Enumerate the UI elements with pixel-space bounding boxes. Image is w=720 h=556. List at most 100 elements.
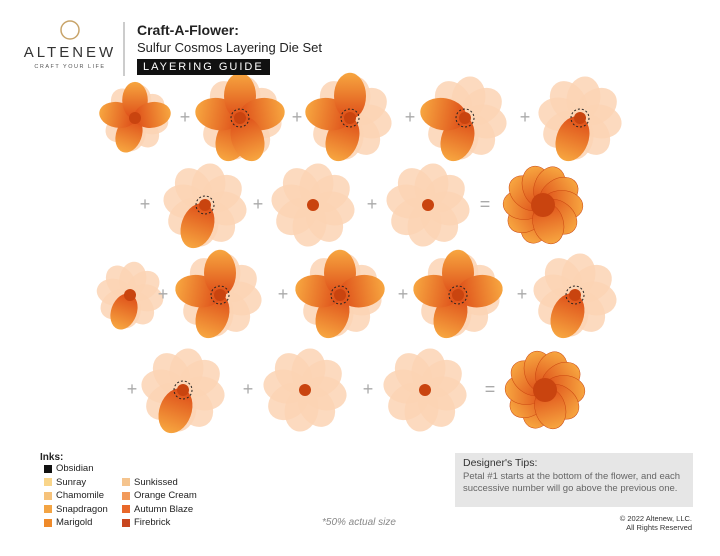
operator: + — [253, 194, 264, 214]
brand-name: ALTENEW — [23, 44, 117, 61]
flower — [504, 350, 586, 430]
flower-center — [199, 199, 211, 211]
operator: + — [278, 284, 289, 304]
guide-ring — [565, 285, 585, 305]
copyright-line: All Rights Reserved — [626, 523, 692, 532]
flower — [502, 165, 584, 245]
ink-name: Marigold — [56, 517, 93, 528]
ink-swatch — [122, 491, 130, 500]
guide-ring — [455, 108, 475, 128]
petal-pale — [152, 353, 191, 395]
ink-swatch — [44, 491, 52, 500]
operator: + — [140, 194, 151, 214]
flower-center — [234, 112, 246, 124]
tips-text: Petal #1 starts at the bottom of the flo… — [463, 471, 681, 494]
petal-pale — [394, 353, 433, 395]
operator: + — [520, 107, 531, 127]
flower-center — [307, 199, 319, 211]
ink-item: Orange Cream — [122, 490, 197, 501]
flower — [271, 163, 355, 247]
ink-name: Sunray — [56, 476, 87, 488]
guide-ring — [330, 285, 350, 305]
ink-swatch — [44, 464, 52, 473]
tips-title: Designer's Tips: — [463, 457, 538, 469]
badge: LAYERING GUIDE — [137, 59, 270, 75]
flower — [141, 348, 225, 434]
flower-center — [419, 384, 431, 396]
flower — [383, 348, 467, 432]
petal-orange — [456, 274, 503, 308]
logo-mark — [60, 20, 80, 40]
flower-center — [177, 384, 189, 396]
petal-orange — [204, 249, 236, 297]
flower — [305, 72, 392, 162]
petal-orange — [133, 101, 171, 128]
flower — [538, 76, 622, 162]
operator: + — [363, 379, 374, 399]
guide-ring — [210, 285, 230, 305]
petal-orange — [338, 274, 385, 308]
scale-note: *50% actual size — [322, 517, 396, 528]
ink-name: Orange Cream — [134, 490, 197, 501]
flower — [163, 163, 247, 249]
petal-orange — [230, 116, 265, 162]
ink-item: Autumn Blaze — [122, 504, 193, 515]
operator: + — [243, 379, 254, 399]
petal-orange — [110, 293, 138, 330]
guide-ring — [195, 195, 215, 215]
ink-name: Obsidian — [56, 463, 94, 474]
flower — [195, 72, 285, 162]
flower — [413, 249, 503, 339]
flower — [420, 76, 507, 162]
flower — [99, 81, 171, 153]
operator: = — [485, 379, 496, 399]
flower — [175, 249, 262, 339]
guide-ring — [570, 108, 590, 128]
flower-center — [533, 378, 557, 402]
flower-center — [129, 112, 141, 124]
ink-swatch — [122, 505, 130, 513]
flower-center — [574, 112, 586, 124]
flower-center — [531, 193, 555, 217]
petal-pale — [549, 81, 588, 123]
flower-center — [214, 289, 226, 301]
operator: + — [398, 284, 409, 304]
ink-item: Sunkissed — [122, 477, 178, 488]
ink-item: Sunray — [44, 477, 86, 488]
petal-pale — [274, 353, 313, 395]
operator: = — [480, 194, 491, 214]
flower-center — [422, 199, 434, 211]
operator: + — [180, 107, 191, 127]
ink-item: Obsidian — [44, 463, 94, 474]
tips-box: Designer's Tips: Petal #1 starts at the … — [455, 453, 693, 507]
operator: + — [367, 194, 378, 214]
copyright-line: © 2022 Altenew, LLC. — [619, 514, 692, 523]
guide-ring — [230, 108, 250, 128]
flower-center — [344, 112, 356, 124]
ink-swatch — [122, 518, 130, 527]
operator: + — [292, 107, 303, 127]
petal-pale — [282, 168, 321, 210]
flower-center — [459, 112, 471, 124]
flower — [96, 261, 164, 330]
brand-tagline: CRAFT YOUR LIFE — [34, 64, 106, 70]
ink-swatch — [44, 478, 52, 486]
flower — [533, 253, 617, 339]
ink-item: Chamomile — [44, 490, 104, 501]
ink-name: Firebrick — [134, 517, 171, 528]
petal-pale — [397, 168, 436, 210]
flower-center — [334, 289, 346, 301]
flower-center — [299, 384, 311, 396]
ink-item: Marigold — [44, 517, 92, 528]
inks-title: Inks: — [40, 452, 64, 463]
ink-swatch — [44, 518, 52, 527]
petal-pale — [544, 258, 583, 300]
ink-name: Snapdragon — [56, 503, 108, 515]
ink-name: Autumn Blaze — [134, 503, 194, 515]
operator: + — [158, 284, 169, 304]
ink-name: Chamomile — [56, 490, 105, 501]
operator: + — [517, 284, 528, 304]
operator: + — [127, 379, 138, 399]
flower — [295, 249, 385, 339]
